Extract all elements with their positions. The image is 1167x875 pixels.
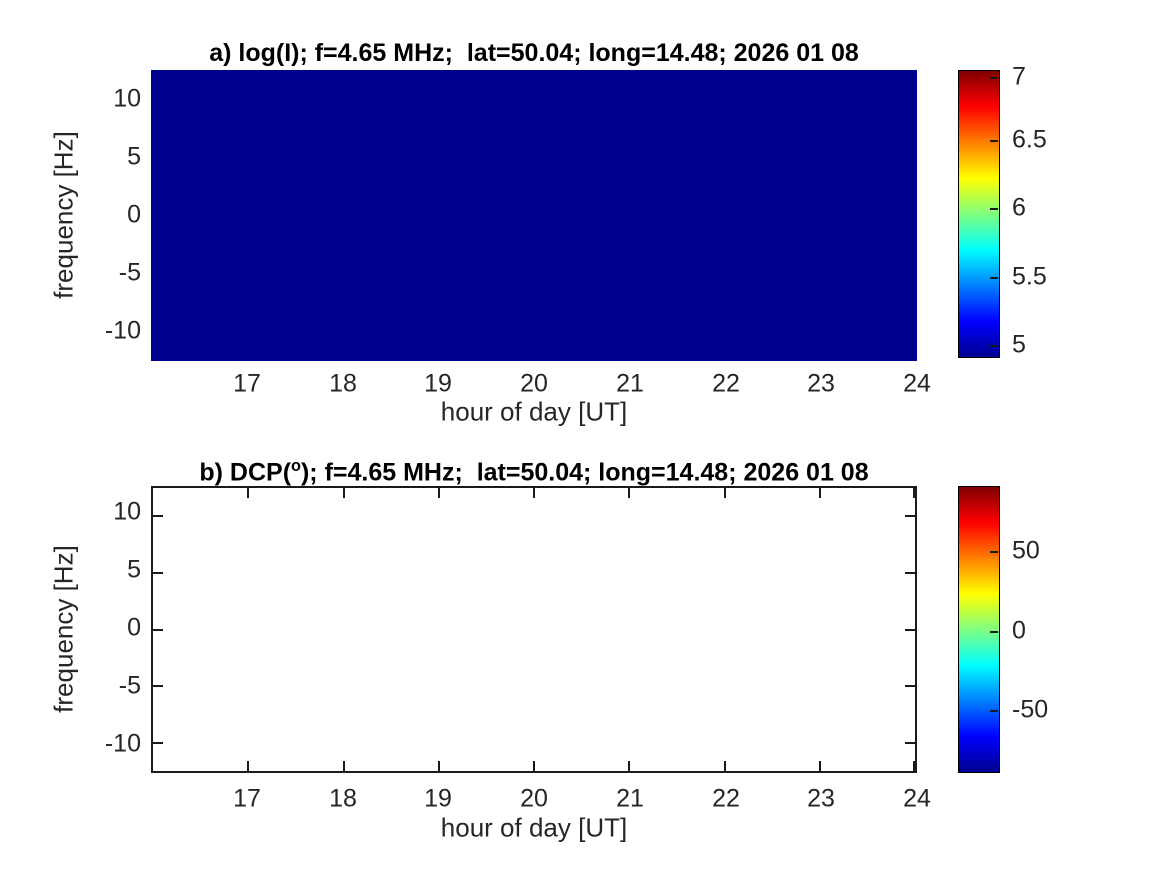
panel-b-title-superscript: o xyxy=(291,457,301,475)
colorbar-tick-mark xyxy=(990,140,998,142)
colorbar-tick-mark xyxy=(990,77,998,79)
colorbar-tick-mark xyxy=(990,208,998,210)
x-tick-mark xyxy=(628,488,631,498)
colorbar-tick-mark xyxy=(990,631,998,633)
panel-a-ytick: -10 xyxy=(104,316,141,345)
panel-a-xtick: 24 xyxy=(903,369,931,398)
panel-b-xtick: 20 xyxy=(520,784,548,813)
colorbar-tick-mark xyxy=(990,551,998,553)
panel-a-colorbar-label: 6.5 xyxy=(1012,125,1047,154)
x-tick-mark xyxy=(342,761,345,771)
y-tick-mark xyxy=(153,571,163,574)
panel-a-xtick: 23 xyxy=(807,369,835,398)
x-tick-mark xyxy=(533,761,535,771)
panel-b-xlabel: hour of day [UT] xyxy=(440,812,628,843)
panel-b-xtick: 17 xyxy=(233,784,261,813)
panel-b-xtick: 24 xyxy=(903,784,931,813)
panel-a-colorbar xyxy=(958,70,1000,358)
panel-b-xtick: 21 xyxy=(616,784,644,813)
panel-a-colorbar-label: 5.5 xyxy=(1012,262,1047,291)
x-tick-mark xyxy=(818,761,821,771)
x-tick-mark xyxy=(247,488,250,498)
panel-a-xtick: 17 xyxy=(233,369,261,398)
panel-a-colorbar-label: 5 xyxy=(1012,330,1026,359)
x-tick-mark xyxy=(342,488,345,498)
colorbar-tick-mark xyxy=(990,710,998,712)
y-tick-mark xyxy=(905,515,915,518)
x-tick-mark xyxy=(437,761,440,771)
y-tick-mark xyxy=(153,741,163,744)
panel-b-ytick: -10 xyxy=(104,729,141,758)
y-tick-mark xyxy=(905,685,915,688)
panel-b-title-text: ); f=4.65 MHz; lat=50.04; long=14.48; 20… xyxy=(300,458,869,487)
x-tick-mark xyxy=(247,761,250,771)
panel-b-colorbar xyxy=(958,486,1000,773)
x-tick-mark xyxy=(628,761,631,771)
panel-a-colorbar-label: 7 xyxy=(1012,62,1026,91)
panel-a-xtick: 22 xyxy=(712,369,740,398)
y-tick-mark xyxy=(153,628,163,631)
panel-b-xtick: 23 xyxy=(807,784,835,813)
x-tick-mark xyxy=(913,761,915,771)
panel-b-xtick: 18 xyxy=(329,784,357,813)
x-tick-mark xyxy=(723,488,726,498)
x-tick-mark xyxy=(533,488,535,498)
panel-a-colorbar-label: 6 xyxy=(1012,193,1026,222)
panel-b-axes xyxy=(151,486,917,773)
panel-a-xtick: 20 xyxy=(520,369,548,398)
panel-a-title: a) log(I); f=4.65 MHz; lat=50.04; long=1… xyxy=(209,39,859,67)
panel-b-title: b) DCP(o); f=4.65 MHz; lat=50.04; long=1… xyxy=(151,452,917,486)
panel-a-ytick: 0 xyxy=(127,200,141,229)
x-tick-mark xyxy=(913,488,915,498)
colorbar-tick-mark xyxy=(990,345,998,347)
panel-a-ytick: -5 xyxy=(118,258,141,287)
panel-a-xlabel: hour of day [UT] xyxy=(440,396,628,427)
y-tick-mark xyxy=(905,741,915,744)
panel-a-xtick: 19 xyxy=(424,369,452,398)
panel-b-colorbar-label: 0 xyxy=(1012,616,1026,645)
x-tick-mark xyxy=(437,488,440,498)
panel-b-title-text: b) DCP( xyxy=(199,458,292,487)
panel-a-xtick: 18 xyxy=(329,369,357,398)
y-tick-mark xyxy=(905,628,915,631)
x-tick-mark xyxy=(818,488,821,498)
panel-a-ytick: 10 xyxy=(113,84,141,113)
y-tick-mark xyxy=(905,571,915,574)
panel-b-xtick: 19 xyxy=(424,784,452,813)
x-tick-mark xyxy=(723,761,726,771)
y-tick-mark xyxy=(153,685,163,688)
panel-b-colorbar-label: -50 xyxy=(1012,695,1049,724)
panel-b-colorbar-label: 50 xyxy=(1012,536,1040,565)
panel-b-ytick: 5 xyxy=(127,555,141,584)
panel-b-ytick: 0 xyxy=(127,613,141,642)
panel-a-ytick: 5 xyxy=(127,142,141,171)
y-tick-mark xyxy=(153,515,163,518)
panel-b-xtick: 22 xyxy=(712,784,740,813)
panel-a-heatmap xyxy=(151,70,917,361)
panel-a-xtick: 21 xyxy=(616,369,644,398)
colorbar-tick-mark xyxy=(990,277,998,279)
panel-b-ytick: 10 xyxy=(113,497,141,526)
panel-b-ylabel: frequency [Hz] xyxy=(48,545,79,713)
panel-b-ytick: -5 xyxy=(118,671,141,700)
panel-a-ylabel: frequency [Hz] xyxy=(48,131,79,299)
